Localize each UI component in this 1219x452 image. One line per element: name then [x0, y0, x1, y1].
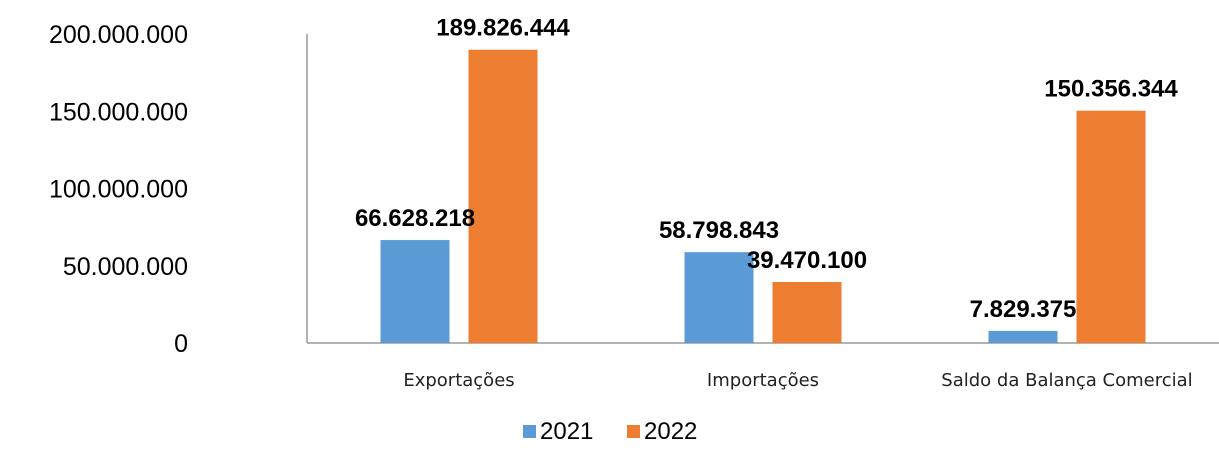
- y-tick-label: 100.000.000: [49, 176, 188, 204]
- bar-2022-0: [468, 49, 538, 344]
- x-category-label: Saldo da Balança Comercial: [941, 370, 1192, 391]
- legend: 2021 2022: [523, 418, 697, 445]
- y-tick-label: 200.000.000: [49, 21, 188, 49]
- legend-swatch-2022: [627, 425, 640, 438]
- y-axis-tick-labels: 0 50.000.000 100.000.000 150.000.000 200.000…: [49, 21, 188, 358]
- data-label: 66.628.218: [355, 205, 475, 232]
- y-tick-label: 150.000.000: [49, 98, 188, 126]
- bars-group: [380, 49, 1146, 344]
- bar-2021-0: [380, 240, 450, 343]
- legend-swatch-2021: [523, 425, 536, 438]
- legend-label: 2022: [644, 418, 697, 445]
- legend-label: 2021: [540, 418, 593, 445]
- bar-2022-2: [1076, 110, 1146, 343]
- bar-2022-1: [772, 282, 842, 343]
- x-axis-category-labels: Exportações Importações Saldo da Balança C…: [403, 370, 1192, 391]
- y-tick-label: 0: [174, 330, 188, 358]
- bar-2021-1: [684, 252, 754, 343]
- data-label: 189.826.444: [436, 15, 570, 42]
- data-label: 7.829.375: [970, 296, 1077, 323]
- data-label: 39.470.100: [747, 247, 867, 274]
- bar-2021-2: [988, 330, 1058, 343]
- data-label: 58.798.843: [659, 217, 779, 244]
- data-label: 150.356.344: [1044, 76, 1178, 103]
- x-category-label: Exportações: [403, 370, 514, 391]
- x-category-label: Importações: [707, 370, 819, 391]
- data-labels-group: 66.628.218 189.826.444 58.798.843 39.470.10…: [355, 15, 1178, 323]
- y-tick-label: 50.000.000: [63, 253, 188, 281]
